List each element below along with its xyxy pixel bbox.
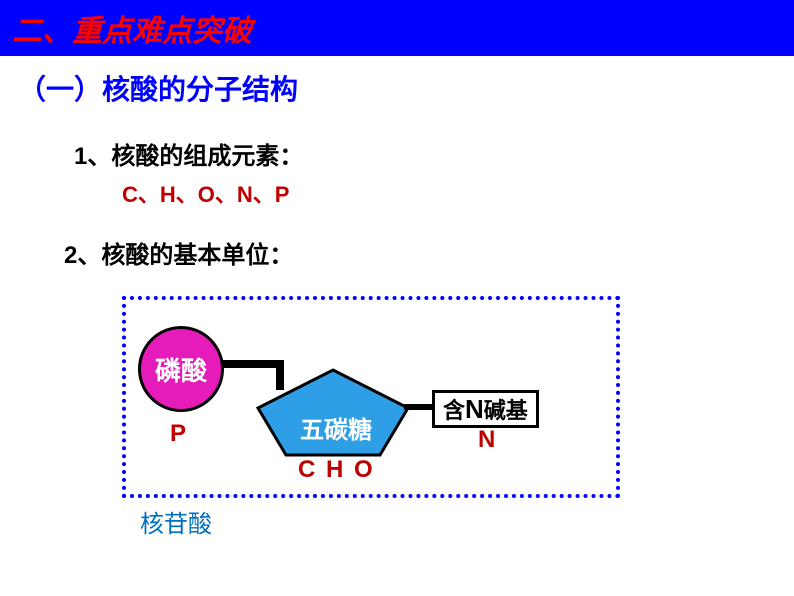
section-title: （一）核酸的分子结构	[18, 68, 794, 108]
phosphate-circle: 磷酸	[138, 326, 224, 412]
base-label: 含N碱基	[443, 398, 528, 423]
header-title: 二、重点难点突破	[12, 6, 252, 50]
phosphate-element-label: P	[170, 420, 186, 448]
sugar-element-label: C H O	[298, 456, 375, 484]
base-box: 含N碱基	[432, 390, 539, 428]
base-element-label: N	[478, 426, 495, 454]
sugar-label: 五碳糖	[300, 410, 372, 445]
item-1-label: 1、核酸的组成元素：	[74, 136, 794, 171]
header-bar: 二、重点难点突破	[0, 0, 794, 56]
elements-list: C、H、O、N、P	[122, 177, 794, 209]
nucleotide-label: 核苷酸	[140, 504, 212, 539]
phosphate-label: 磷酸	[155, 351, 207, 388]
item-2-label: 2、核酸的基本单位：	[64, 235, 794, 270]
connector-line-2	[404, 404, 434, 410]
